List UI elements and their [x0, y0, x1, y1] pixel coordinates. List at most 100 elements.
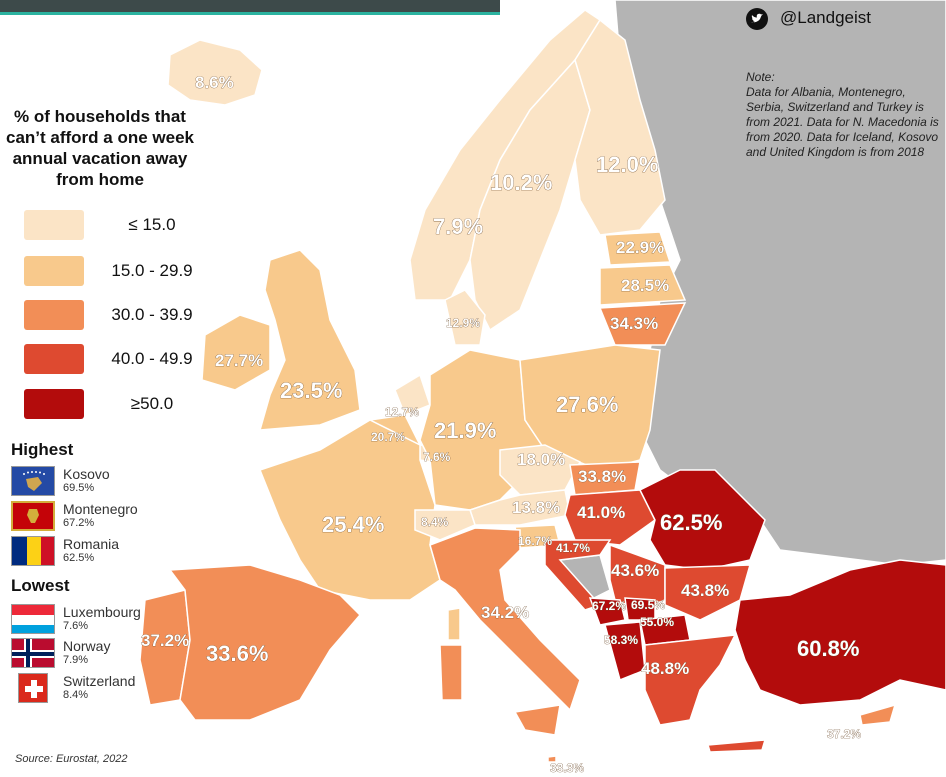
legend-label: ≥50.0	[130, 394, 174, 413]
region-greece-crete	[707, 739, 767, 753]
region-spain	[168, 564, 362, 721]
flag-country-value: 67.2%	[63, 517, 95, 529]
legend-item: 30.0 - 39.9	[24, 300, 214, 332]
flag-country-value: 62.5%	[63, 552, 95, 564]
label-austria: 13.8%	[512, 498, 560, 517]
luxembourg-flag	[11, 604, 55, 634]
label-norway: 7.9%	[433, 214, 483, 239]
region-denmark	[444, 289, 486, 346]
lowest-item-norway: Norway 7.9%	[11, 638, 201, 672]
label-romania: 62.5%	[660, 510, 722, 535]
label-france: 25.4%	[322, 512, 384, 537]
label-luxembourg: 7.6%	[423, 450, 451, 464]
legend-item: 15.0 - 29.9	[24, 256, 214, 288]
label-serbia: 43.6%	[611, 561, 659, 580]
legend-swatch	[24, 344, 84, 374]
label-slovakia: 33.8%	[578, 467, 626, 486]
label-albania: 58.3%	[604, 633, 638, 647]
lowest-item-luxembourg: Luxembourg 7.6%	[11, 604, 201, 638]
region-italy-sicily	[513, 704, 561, 736]
region-montenegro	[588, 597, 626, 626]
label-bulgaria: 43.8%	[681, 581, 729, 600]
region-cyprus	[859, 703, 897, 726]
region-france-corsica	[447, 607, 461, 641]
label-netherlands: 12.7%	[385, 405, 419, 419]
region-albania	[604, 621, 646, 682]
legend-swatch	[24, 389, 84, 419]
region-latvia	[599, 264, 687, 306]
norway-flag	[11, 638, 55, 668]
label-croatia: 41.7%	[556, 541, 590, 555]
switzerland-flag	[18, 673, 48, 703]
legend-label: ≤ 15.0	[128, 215, 176, 234]
label-hungary: 41.0%	[577, 503, 625, 522]
region-estonia	[604, 231, 672, 266]
header-banner	[0, 0, 500, 14]
region-italy	[429, 527, 581, 712]
region-croatia	[544, 539, 612, 611]
label-iceland: 8.6%	[195, 73, 234, 92]
flag-country-value: 8.4%	[63, 689, 89, 701]
twitter-icon	[746, 8, 768, 30]
label-spain: 33.6%	[206, 641, 268, 666]
highest-item-montenegro: Montenegro 67.2%	[11, 501, 201, 535]
legend-label: 15.0 - 29.9	[111, 261, 193, 280]
region-malta	[547, 755, 557, 763]
montenegro-flag	[11, 501, 55, 531]
label-slovenia: 16.7%	[518, 534, 552, 548]
label-cyprus: 37.2%	[827, 727, 861, 741]
label-switzerland: 8.4%	[421, 515, 449, 529]
region-lithuania	[598, 302, 687, 346]
legend-item: ≥50.0	[24, 389, 214, 421]
region-france	[259, 419, 441, 601]
label-malta: 33.3%	[550, 761, 584, 775]
legend-item: ≤ 15.0	[24, 210, 214, 242]
flag-country-value: 7.9%	[63, 654, 89, 666]
romania-flag	[11, 536, 55, 566]
data-note: Note: Data for Albania, Montenegro, Serb…	[746, 70, 939, 159]
label-uk: 23.5%	[280, 378, 342, 403]
legend-label: 30.0 - 39.9	[111, 305, 193, 324]
highest-item-romania: Romania 62.5%	[11, 536, 201, 570]
source-credit: Source: Eurostat, 2022	[15, 753, 128, 765]
author-handle: @Landgeist	[780, 8, 871, 27]
region-uk	[258, 249, 361, 431]
label-turkey: 60.8%	[797, 636, 859, 661]
legend-item: 40.0 - 49.9	[24, 344, 214, 376]
region-bulgaria	[664, 564, 752, 621]
lowest-item-switzerland: Switzerland 8.4%	[11, 673, 201, 707]
legend-swatch	[24, 256, 84, 286]
label-ireland: 27.7%	[215, 351, 263, 370]
label-latvia: 28.5%	[621, 276, 669, 295]
header-banner-stripe	[0, 12, 500, 15]
label-n-macedonia: 55.0%	[640, 615, 674, 629]
legend-label: 40.0 - 49.9	[111, 349, 193, 368]
flag-country-value: 7.6%	[63, 620, 89, 632]
label-belgium: 20.7%	[371, 430, 405, 444]
flag-country-name: Romania	[63, 536, 120, 552]
region-turkey	[734, 559, 946, 706]
flag-country-name: Montenegro	[63, 501, 138, 517]
highest-item-kosovo: Kosovo 69.5%	[11, 466, 201, 500]
label-estonia: 22.9%	[616, 238, 664, 257]
label-germany: 21.9%	[434, 418, 496, 443]
region-iceland	[167, 39, 263, 106]
region-italy-sardinia	[439, 644, 463, 701]
legend-swatch	[24, 210, 84, 240]
region-romania	[638, 469, 766, 571]
region-switzerland	[414, 509, 476, 541]
legend-swatch	[24, 300, 84, 330]
label-italy: 34.2%	[481, 603, 529, 622]
flag-country-name: Kosovo	[63, 466, 110, 482]
label-sweden: 10.2%	[490, 170, 552, 195]
label-lithuania: 34.3%	[610, 314, 658, 333]
label-denmark: 12.9%	[446, 316, 480, 330]
region-finland	[574, 18, 666, 236]
label-portugal: 37.2%	[141, 631, 189, 650]
label-czechia: 18.0%	[517, 450, 565, 469]
highest-heading: Highest	[11, 440, 74, 459]
label-greece: 48.8%	[641, 659, 689, 678]
label-finland: 12.0%	[596, 152, 658, 177]
flag-country-value: 69.5%	[63, 482, 95, 494]
